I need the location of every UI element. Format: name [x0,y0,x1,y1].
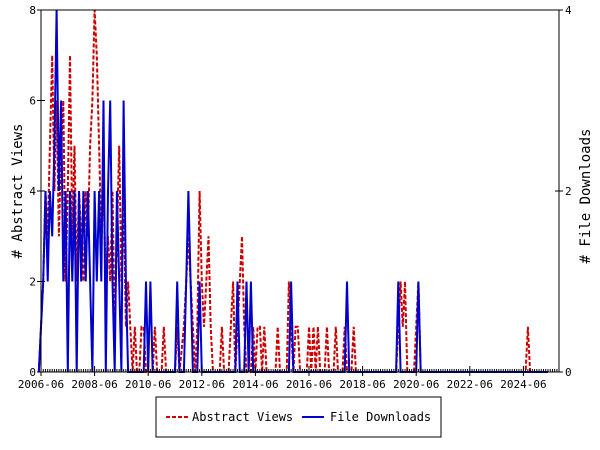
y-right-tick-label: 2 [565,185,572,198]
x-tick-label: 2014-06 [232,378,278,391]
x-tick-label: 2018-06 [339,378,385,391]
x-tick-label: 2012-06 [179,378,225,391]
left-axis-ticks: 0 2 4 6 8 [29,4,45,379]
x-tick-label: 2008-06 [71,378,117,391]
x-tick-label: 2006-06 [18,378,64,391]
x-tick-label: 2016-06 [286,378,332,391]
x-tick-label: 2024-06 [500,378,546,391]
y-right-tick-label: 4 [565,4,572,17]
legend: Abstract Views File Downloads [155,396,442,438]
y-left-tick-label: 4 [29,185,36,198]
x-axis-ticks: 2006-06 2008-06 2010-06 2012-06 2014-06 2016-… [18,366,558,391]
x-tick-label: 2010-06 [125,378,171,391]
right-axis-title: # File Downloads [578,129,594,264]
legend-label-file-downloads: File Downloads [330,410,431,424]
legend-box [155,396,442,438]
right-axis-ticks: 0 2 4 [555,4,572,379]
legend-label-abstract-views: Abstract Views [192,410,293,424]
y-left-tick-label: 2 [29,276,36,289]
y-left-tick-label: 0 [29,366,36,379]
y-left-tick-label: 8 [29,4,36,17]
x-tick-label: 2022-06 [447,378,493,391]
y-right-tick-label: 0 [565,366,572,379]
y-left-tick-label: 6 [29,95,36,108]
x-tick-label: 2020-06 [393,378,439,391]
left-axis-title: # Abstract Views [10,124,26,259]
